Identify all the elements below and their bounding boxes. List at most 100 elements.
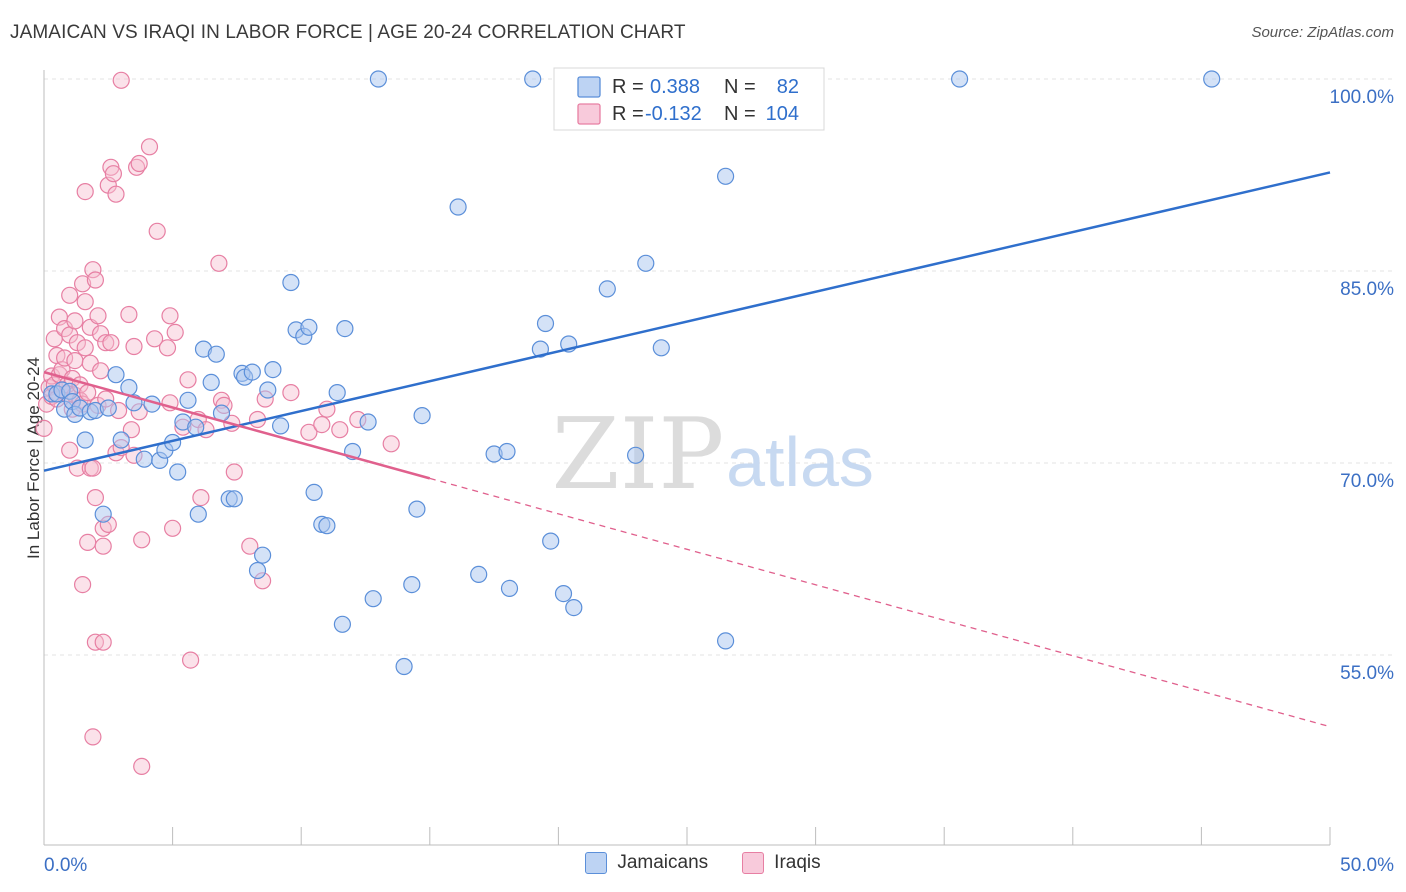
jamaican-point (413, 407, 431, 425)
iraqi-point (91, 362, 110, 380)
iraqi-point (125, 337, 143, 356)
iraqi-point (158, 339, 177, 357)
trendline-iraqis (43, 370, 431, 480)
series-iraqis (35, 71, 400, 776)
jamaican-point (318, 517, 336, 535)
iraqi-point (55, 349, 74, 367)
iraqi-point (133, 531, 151, 549)
jamaican-point (598, 280, 616, 298)
jamaican-point (524, 70, 542, 88)
jamaican-point (626, 446, 645, 464)
iraqi-point (76, 293, 94, 311)
legend-r-value-iraqis: -0.132 (645, 103, 702, 125)
jamaican-point (565, 598, 583, 617)
iraqi-point (331, 421, 349, 439)
jamaican-point (264, 361, 282, 379)
iraqi-point (97, 334, 115, 352)
legend-label-jamaicans: Jamaicans (617, 852, 709, 873)
iraqi-point (210, 254, 228, 272)
jamaican-point (207, 345, 225, 363)
jamaican-point (187, 418, 205, 436)
iraqi-point (84, 261, 102, 279)
iraqi-point (146, 330, 164, 348)
iraqi-point (382, 435, 400, 453)
legend-r-label-jamaicans: R = (612, 76, 644, 98)
x-tick-label-max: 50.0% (1340, 855, 1394, 876)
jamaican-point (950, 70, 969, 88)
iraqi-point (107, 185, 125, 203)
series-legend: Jamaicans Iraqis (0, 852, 1406, 874)
jamaican-point (76, 431, 94, 449)
jamaican-point (169, 463, 187, 481)
legend-label-iraqis: Iraqis (774, 852, 821, 873)
watermark-atlas: atlas (726, 423, 874, 501)
legend-item-iraqis[interactable]: Iraqis (742, 852, 821, 874)
iraqi-point (282, 384, 300, 402)
iraqi-point (182, 651, 200, 669)
jamaican-point (135, 450, 153, 468)
jamaican-point (716, 632, 735, 650)
iraqi-point (73, 575, 92, 594)
iraqi-point (179, 371, 197, 389)
jamaican-point (202, 373, 220, 391)
iraqi-point (161, 307, 179, 325)
jamaican-point (300, 318, 318, 336)
jamaican-point (716, 167, 735, 185)
trendline-jamaicans (43, 171, 1331, 472)
legend-r-label-iraqis: R = (612, 103, 644, 125)
iraqi-point (148, 222, 166, 240)
legend-swatch-iraqis-bottom (742, 852, 765, 874)
jamaican-point (328, 384, 346, 402)
jamaican-point (395, 657, 413, 676)
jamaican-point (531, 340, 550, 358)
legend-n-label-jamaicans: N = (724, 76, 756, 98)
jamaican-point (243, 363, 261, 381)
legend-item-jamaicans[interactable]: Jamaicans (585, 852, 708, 874)
jamaican-point (248, 561, 267, 580)
iraqi-point (300, 423, 318, 441)
iraqi-point (94, 633, 112, 651)
y-tick-label: 55.0% (1340, 663, 1394, 684)
iraqi-point (104, 165, 123, 183)
iraqi-point (166, 323, 184, 341)
legend-n-label-iraqis: N = (724, 103, 756, 125)
iraqi-point (313, 416, 331, 434)
chart-title: JAMAICAN VS IRAQI IN LABOR FORCE | AGE 2… (10, 22, 686, 43)
jamaican-point (536, 314, 555, 333)
x-tick-label-min: 0.0% (44, 855, 87, 876)
iraqi-point (61, 441, 79, 459)
source-label: Source: ZipAtlas.com (1251, 24, 1394, 41)
trendlines (43, 171, 1331, 728)
iraqi-point (76, 183, 94, 201)
legend-swatch-jamaicans-bottom (585, 852, 608, 874)
jamaican-point (305, 483, 323, 501)
stats-legend: R = 0.388 N = 82 R = -0.132 N = 104 (553, 67, 825, 131)
trendline-iraqis-extension (429, 477, 1331, 728)
jamaican-point (99, 399, 117, 417)
series-jamaicans (43, 70, 1221, 676)
y-tick-labels: 55.0% 70.0% 85.0% 100.0% (1330, 87, 1395, 684)
jamaican-point (94, 505, 112, 523)
jamaican-point (189, 505, 207, 523)
iraqi-point (102, 334, 120, 352)
axes (43, 70, 1331, 846)
iraqi-point (130, 154, 148, 173)
iraqi-point (86, 489, 105, 507)
y-tick-label: 85.0% (1340, 279, 1394, 300)
jamaican-point (408, 500, 426, 518)
iraqi-point (84, 728, 102, 746)
iraqi-point (73, 275, 92, 293)
jamaican-point (272, 417, 290, 435)
iraqi-point (35, 419, 53, 437)
jamaican-point (359, 413, 377, 431)
iraqi-point (79, 533, 97, 552)
iraqi-point (241, 537, 259, 555)
jamaican-point (112, 431, 130, 449)
jamaican-point (364, 590, 382, 608)
iraqi-point (76, 339, 94, 357)
jamaican-point (470, 565, 488, 584)
iraqi-point (122, 421, 140, 439)
iraqi-point (112, 71, 130, 89)
jamaican-point (107, 366, 125, 384)
